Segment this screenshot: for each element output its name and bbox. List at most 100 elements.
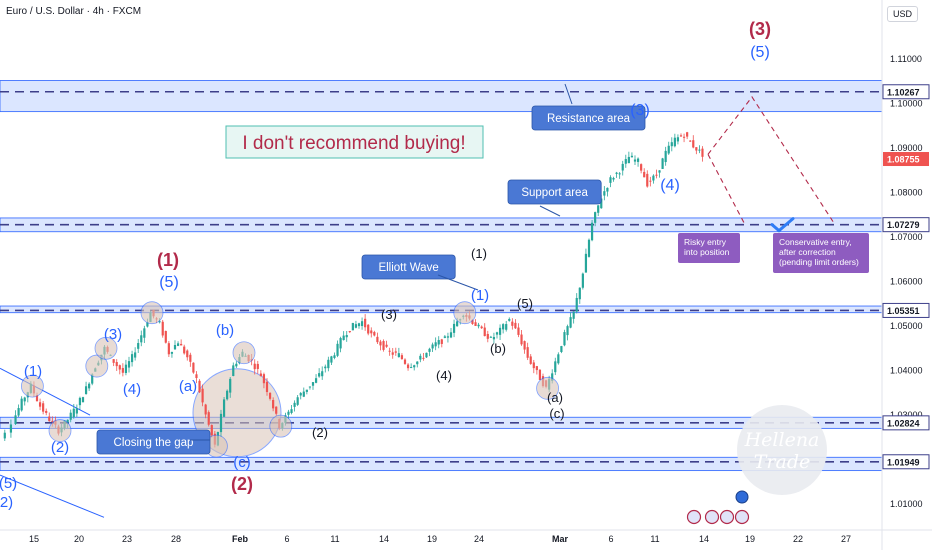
candle-body-125 bbox=[379, 341, 382, 346]
level-tag-box-2 bbox=[882, 302, 930, 318]
price-tick-6: 1.07000 bbox=[890, 232, 923, 242]
candle-body-62 bbox=[186, 350, 189, 358]
candle-body-164 bbox=[498, 327, 502, 335]
time-axis: 15 20 23 28 Feb 6 11 14 19 24 Mar 6 11 14 19 22 27 bbox=[0, 529, 932, 544]
candle-body-206 bbox=[627, 156, 630, 164]
callout-box bbox=[531, 105, 646, 131]
candle-body-186 bbox=[566, 326, 569, 336]
candle-body-212 bbox=[646, 173, 649, 187]
candle-body-74 bbox=[222, 399, 226, 417]
trendline-lower bbox=[0, 474, 105, 518]
candle-body-24 bbox=[69, 412, 72, 420]
symbol-title[interactable]: Euro / U.S. Dollar · 4h · FXCM bbox=[6, 6, 142, 17]
wave-label-7: (3) bbox=[104, 326, 122, 343]
candle-body-187 bbox=[569, 317, 572, 328]
candle-body-157 bbox=[477, 324, 480, 327]
wave-label-2: (3) bbox=[630, 102, 650, 119]
us-event-icon-2 bbox=[719, 509, 735, 525]
candle-body-161 bbox=[489, 336, 492, 338]
candle-body-27 bbox=[78, 397, 82, 406]
candle-body-49 bbox=[146, 322, 149, 327]
note-box bbox=[773, 233, 869, 273]
eu-event-icon bbox=[735, 490, 749, 504]
candle-body-44 bbox=[130, 354, 134, 363]
candle-body-59 bbox=[176, 343, 180, 346]
candle-body-177 bbox=[538, 369, 542, 380]
level-tag-0: 1.10267 bbox=[887, 87, 920, 97]
candle-body-26 bbox=[75, 408, 78, 414]
callout-3: Closing the gap bbox=[96, 429, 211, 455]
wave-marker-circle-3 bbox=[85, 354, 109, 378]
wave-marker-circle-9 bbox=[453, 301, 477, 325]
us-event-icon-0 bbox=[686, 509, 702, 525]
candle-body-169 bbox=[514, 322, 517, 329]
wave-label-14: (2) bbox=[231, 474, 253, 494]
callout-text: Closing the gap bbox=[114, 437, 194, 449]
level-tag-1: 1.07279 bbox=[887, 220, 920, 230]
wave-marker-circle-10 bbox=[536, 376, 559, 400]
time-tick-9: 24 bbox=[474, 534, 484, 544]
candle-body-84 bbox=[253, 363, 256, 370]
wave-label-19: (1) bbox=[471, 287, 489, 304]
candle-body-73 bbox=[219, 413, 223, 433]
candle-body-45 bbox=[134, 352, 137, 358]
candle-body-211 bbox=[643, 171, 646, 178]
currency-label[interactable]: USD bbox=[886, 6, 918, 22]
candle-body-185 bbox=[563, 332, 566, 346]
wave-marker-circle-5 bbox=[140, 301, 164, 325]
candle-body-197 bbox=[600, 198, 603, 209]
candle-body-214 bbox=[652, 175, 655, 181]
candle-body-163 bbox=[495, 332, 499, 335]
price-axis: 1.010001.020001.030001.040001.050001.060… bbox=[881, 0, 930, 550]
price-tick-9: 1.10000 bbox=[890, 99, 923, 109]
candle-body-139 bbox=[422, 357, 425, 359]
candle-body-130 bbox=[394, 351, 397, 353]
callout-pointer-2 bbox=[437, 274, 479, 291]
note-text-1: after correction bbox=[779, 247, 836, 257]
candle-body-38 bbox=[112, 359, 115, 363]
level-tag-3: 1.02824 bbox=[887, 418, 920, 428]
wave-label-8: (a) bbox=[179, 378, 197, 395]
candle-body-102 bbox=[308, 386, 312, 388]
price-tick-10: 1.11000 bbox=[890, 54, 922, 64]
wave-label-10: (1) bbox=[24, 363, 42, 380]
candle-body-117 bbox=[354, 324, 358, 328]
candle-body-215 bbox=[655, 174, 658, 176]
candle-body-76 bbox=[229, 378, 232, 393]
candle-body-167 bbox=[508, 318, 511, 321]
candle-body-95 bbox=[287, 411, 290, 415]
candle-body-103 bbox=[311, 382, 315, 386]
candle-body-194 bbox=[590, 222, 594, 241]
candle-body-89 bbox=[268, 392, 272, 399]
candle-body-204 bbox=[621, 163, 624, 171]
last-price-box bbox=[883, 152, 929, 167]
candle-body-126 bbox=[382, 341, 385, 350]
candle-body-25 bbox=[72, 408, 75, 418]
candle-body-120 bbox=[364, 318, 367, 328]
time-tick-1: 20 bbox=[74, 534, 84, 544]
watermark-line-1: Hellena bbox=[744, 429, 820, 451]
wave-marker-circle-8 bbox=[269, 414, 293, 438]
wave-label-20: (5) bbox=[517, 296, 533, 311]
price-tick-5: 1.06000 bbox=[890, 277, 923, 287]
candle-body-40 bbox=[118, 365, 121, 370]
price-tick-7: 1.08000 bbox=[890, 188, 923, 198]
time-tick-10: Mar bbox=[552, 534, 569, 544]
candle-body-150 bbox=[456, 321, 459, 327]
candle-body-200 bbox=[609, 177, 612, 183]
candle-body-96 bbox=[290, 409, 293, 414]
candle-body-112 bbox=[339, 338, 342, 349]
wave-marker-circle-2 bbox=[48, 419, 72, 442]
candle-body-184 bbox=[560, 346, 563, 352]
candle-body-137 bbox=[416, 361, 419, 365]
candle-body-140 bbox=[425, 352, 428, 358]
trendline-upper bbox=[0, 367, 91, 416]
price-tick-4: 1.05000 bbox=[890, 321, 923, 331]
candle-body-181 bbox=[551, 373, 554, 381]
candle-body-203 bbox=[618, 173, 621, 175]
price-tick-2: 1.03000 bbox=[890, 410, 923, 420]
time-tick-8: 19 bbox=[427, 534, 437, 544]
candle-body-209 bbox=[636, 158, 640, 162]
